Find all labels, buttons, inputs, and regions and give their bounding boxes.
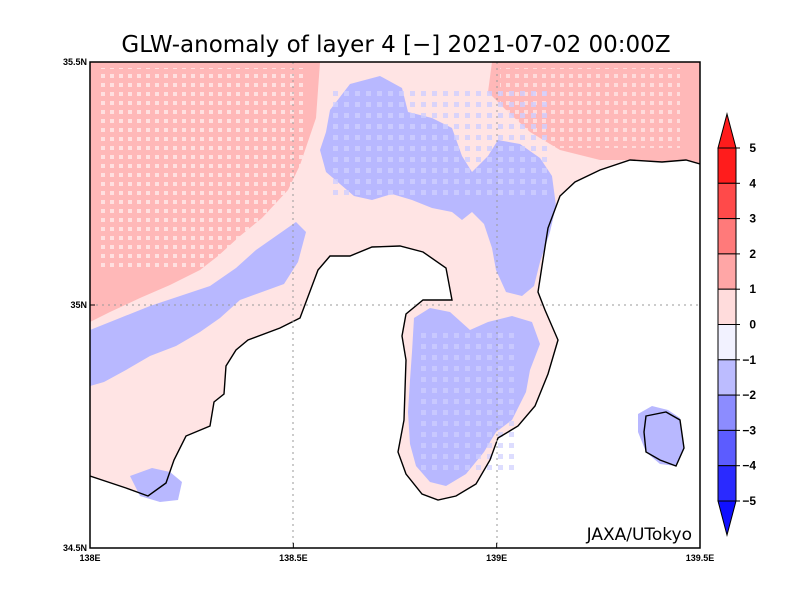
y-tick-label: 35.5N [63, 57, 87, 67]
colorbar-label: 5 [749, 141, 756, 155]
credit-label: JAXA/UTokyo [586, 525, 692, 545]
colorbar-label: 3 [749, 212, 756, 226]
x-tick-label: 139.5E [686, 553, 715, 563]
y-tick-label: 34.5N [63, 543, 87, 553]
x-tick-label: 138E [79, 553, 100, 563]
colorbar-segment [717, 465, 737, 502]
colorbar-label: 2 [749, 247, 756, 261]
colorbar-segment [717, 288, 737, 326]
colorbar: 5 4 3 2 1 0 −1 −2 −3 −4 −5 [717, 112, 756, 537]
colorbar-segment [717, 324, 737, 361]
anomaly-region-neg1-west [90, 222, 306, 386]
x-tick-label: 138.5E [279, 553, 308, 563]
colorbar-label: −2 [742, 388, 756, 402]
colorbar-label: −3 [742, 423, 756, 437]
coastline-mainland [90, 159, 700, 501]
colorbar-segment [717, 359, 737, 396]
colorbar-segment [717, 394, 737, 431]
colorbar-under-triangle [717, 500, 737, 537]
colorbar-label: 1 [749, 282, 756, 296]
colorbar-segment [717, 429, 737, 467]
colorbar-segment [717, 253, 737, 290]
anomaly-region-neg1-island [638, 406, 684, 466]
colorbar-label: 0 [749, 318, 756, 332]
y-tick-label: 35N [70, 300, 87, 310]
colorbar-label: −4 [742, 459, 756, 473]
colorbar-over-triangle [717, 112, 737, 149]
colorbar-label: −1 [742, 353, 756, 367]
colorbar-segment [717, 182, 737, 220]
colorbar-label: 4 [749, 176, 756, 190]
coastline-island [643, 411, 685, 467]
plot-area [90, 62, 700, 548]
colorbar-segment [717, 147, 737, 184]
colorbar-segment [717, 218, 737, 255]
chart-title: GLW-anomaly of layer 4 [−] 2021-07-02 00… [121, 32, 670, 58]
colorbar-label: −5 [742, 494, 756, 508]
axis-ticks: 138E 138.5E 139E 139.5E 34.5N 35N 35.5N [63, 57, 714, 563]
x-tick-label: 139E [486, 553, 507, 563]
